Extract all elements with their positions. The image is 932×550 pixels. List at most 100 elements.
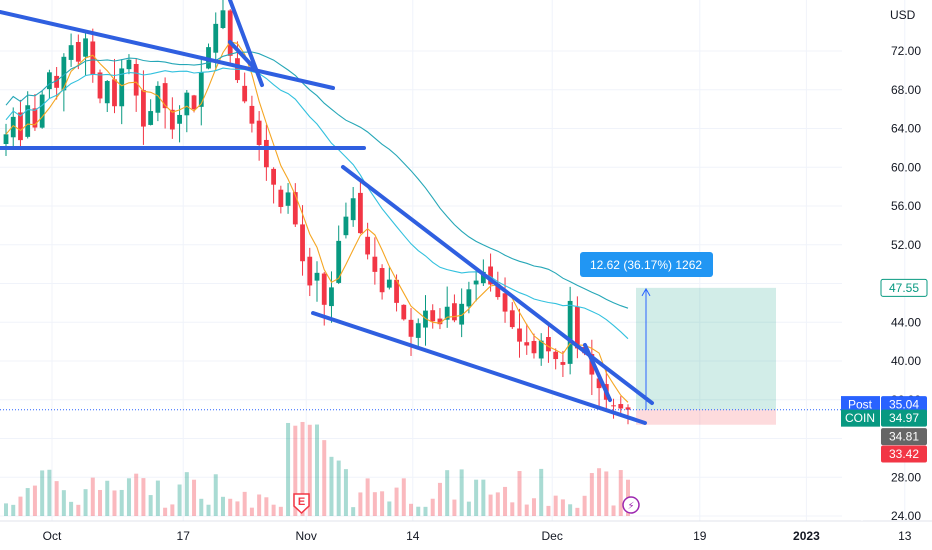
candle-body: [177, 114, 182, 124]
volume-bar: [11, 504, 16, 516]
trendline: [228, 40, 260, 74]
volume-bar: [611, 505, 616, 516]
candle-body: [509, 310, 515, 328]
volume-bar: [495, 492, 500, 516]
volume-bar: [264, 497, 269, 516]
candle-body: [307, 256, 313, 286]
candle-body: [336, 240, 342, 283]
candle-body: [531, 340, 537, 354]
candle-body: [292, 192, 298, 225]
volume-bar: [69, 501, 74, 516]
y-tick-label: 40.00: [891, 354, 921, 368]
price-label-value: 33.42: [889, 447, 919, 461]
price-label-value: 34.97: [889, 411, 919, 425]
candle-body: [394, 279, 399, 303]
volume-bar: [257, 494, 262, 516]
volume-bar: [213, 474, 218, 516]
volume-bar: [293, 425, 298, 516]
candle-body: [625, 407, 631, 410]
moving-average-line: [5, 41, 629, 403]
candle-body: [408, 319, 414, 337]
candle-body: [46, 72, 52, 90]
candle-body: [90, 41, 96, 75]
candle-body: [596, 378, 602, 389]
volume-bar: [47, 469, 52, 516]
candle-body: [83, 38, 88, 57]
candle-body: [119, 68, 125, 107]
projection-label: 12.62 (36.17%) 1262: [590, 258, 702, 272]
price-label-value: 47.55: [889, 281, 919, 295]
volume-bar: [119, 489, 124, 516]
loss-zone: [636, 409, 776, 425]
volume-bar: [32, 485, 37, 516]
grid-lines: [0, 0, 906, 521]
volume-bar: [249, 507, 254, 516]
candle-body: [75, 42, 81, 62]
price-label-value: 35.04: [889, 398, 919, 412]
x-tick-label: Dec: [542, 529, 563, 543]
volume-bar: [25, 488, 30, 516]
candle-body: [263, 139, 269, 168]
volume-bar: [228, 498, 233, 516]
candle-body: [278, 189, 284, 207]
volume-bar: [503, 486, 508, 516]
volume-bar: [394, 487, 399, 516]
trendline: [583, 343, 612, 402]
candle-body: [350, 198, 356, 221]
volume-bar: [365, 478, 370, 516]
volume-bar: [192, 479, 197, 516]
trendlines[interactable]: [0, 0, 654, 425]
candle-body: [3, 134, 9, 144]
moving-average-line: [5, 51, 629, 309]
y-tick-label: 72.00: [891, 44, 921, 58]
y-tick-label: 56.00: [891, 199, 921, 213]
candle-body: [227, 10, 233, 56]
candle-body: [538, 340, 544, 359]
volume-bar: [206, 504, 211, 516]
candle-body: [104, 81, 110, 104]
volume-bar: [618, 470, 623, 516]
volume-bar: [329, 456, 334, 516]
volume-bar: [372, 492, 377, 516]
volume-bar: [481, 479, 486, 516]
volume-bar: [437, 482, 442, 516]
candle-body: [401, 304, 407, 320]
candle-body: [213, 23, 219, 53]
candle-body: [61, 56, 67, 91]
price-label-bg: [881, 409, 927, 427]
candle-body: [169, 109, 175, 130]
candle-body: [54, 75, 60, 88]
projection-box[interactable]: 12.62 (36.17%) 1262: [580, 252, 776, 425]
volume-bar: [604, 471, 609, 516]
volume-bar: [409, 503, 414, 516]
moving-averages: [5, 41, 629, 403]
event-markers[interactable]: E ⚡: [293, 493, 640, 515]
candle-body: [39, 94, 45, 128]
candle-body: [567, 300, 573, 364]
volume-bar: [54, 481, 59, 516]
candle-body: [285, 192, 291, 206]
candle-body: [473, 280, 479, 285]
candle-body: [300, 224, 305, 262]
candle-body: [560, 362, 566, 365]
candle-body: [379, 268, 385, 293]
volume-bar: [358, 492, 363, 516]
volume-bar: [199, 498, 204, 516]
volume-bar: [582, 495, 587, 516]
price-label-bg: [880, 278, 928, 297]
candle-body: [271, 168, 277, 185]
candle-body: [249, 105, 255, 124]
price-label-bg: [881, 396, 927, 414]
volume-bar: [517, 471, 522, 516]
candle-body: [372, 256, 378, 272]
volume-bar: [220, 496, 225, 516]
y-tick-label: 52.00: [891, 238, 921, 252]
volume-bar: [423, 506, 428, 516]
candle-body: [495, 283, 501, 298]
volume-bar: [546, 505, 551, 516]
y-tick-label: 28.00: [891, 470, 921, 484]
price-label-bg: [881, 428, 927, 446]
volume-bar: [575, 507, 580, 516]
